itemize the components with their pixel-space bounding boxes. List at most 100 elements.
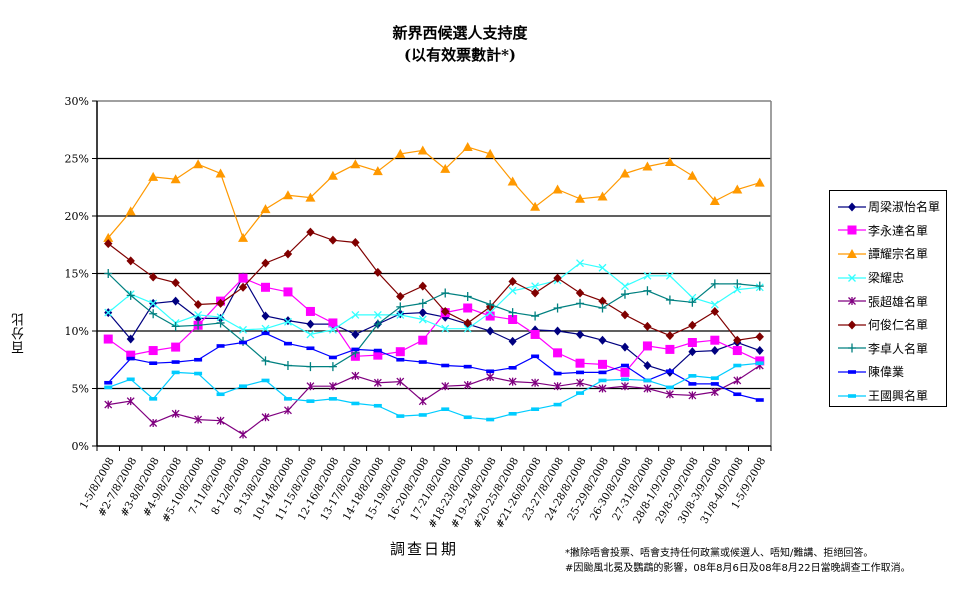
data-point [171,321,180,331]
series-8 [104,331,764,402]
data-point [215,168,226,178]
data-point [665,390,674,399]
data-point [710,387,719,396]
legend-item: 周梁淑怡名單 [830,195,946,219]
data-point [149,361,158,365]
y-axis-title: 百分比 [12,312,27,354]
data-point [688,382,697,386]
y-tick-label: 10% [65,325,89,338]
data-point [575,193,586,203]
data-point [732,184,743,194]
data-point [373,267,383,277]
data-point [508,377,517,386]
legend-swatch-icon [838,393,866,398]
data-point [755,346,764,356]
legend-marker [848,370,856,374]
data-point [643,384,652,393]
data-point [351,347,360,352]
y-tick-label: 25% [65,153,89,166]
data-point [486,373,495,381]
series-line [107,262,760,336]
data-point [755,361,764,365]
data-point [284,317,292,326]
data-point [463,324,472,333]
data-point [193,300,203,310]
data-point [351,371,360,380]
legend: 周梁淑怡名單 李永達名單 譚耀宗名單 梁耀忠 張超雄名單 何俊仁名單 李卓人名單 陳偉業 王國興… [829,190,947,407]
data-point [104,239,113,249]
data-point [396,310,405,319]
data-point [440,163,451,173]
y-tick-label: 0% [72,440,89,453]
data-point [170,174,181,184]
data-point [328,397,337,401]
data-point [531,407,540,411]
legend-marker [847,225,857,235]
data-point [216,313,225,322]
y-axis-ticks: 0% 5% 10% 15% 20% 25% 30% [65,95,97,453]
legend-marker [848,202,856,212]
data-point [261,378,270,383]
data-point [619,168,630,178]
data-point [373,348,382,353]
data-point [126,356,135,361]
data-point [733,363,742,368]
data-point [216,298,225,308]
data-point [621,282,629,291]
data-point [441,382,450,391]
data-point [103,232,114,242]
legend-swatch-icon [838,248,866,258]
data-point [508,336,517,346]
legend-marker [848,297,856,306]
data-point [418,298,427,308]
legend-swatch-icon [838,370,866,374]
legend-item: 陳偉業 [830,360,946,384]
data-point [463,415,472,420]
data-point [508,315,518,324]
data-point [283,249,293,259]
data-point [193,159,204,169]
series-line [107,332,760,401]
data-point [373,350,383,360]
y-tick-label: 20% [65,210,89,223]
legend-swatch-icon [838,273,866,282]
legend-item: 譚耀宗名單 [830,242,946,266]
data-point [485,311,495,321]
data-point [598,296,607,306]
data-point [395,347,405,357]
gridlines [97,157,771,390]
data-point [665,331,675,341]
data-point [709,196,720,206]
y-tick-label: 30% [65,95,89,108]
series-9 [104,361,764,422]
data-point [328,362,337,372]
data-point [239,325,247,334]
legend-marker [848,273,856,282]
data-point [710,300,719,309]
data-point [575,358,585,368]
legend-swatch-icon [838,297,866,306]
data-point [238,273,248,283]
data-point [171,278,180,288]
data-point [418,315,427,324]
data-point [620,367,630,377]
data-point [216,344,225,348]
data-point [149,299,158,308]
data-point [508,366,517,370]
data-point [216,392,225,397]
y-tick-label: 5% [72,383,89,396]
data-point [755,398,764,402]
data-point [755,281,764,291]
data-point [194,320,203,330]
data-point [642,161,653,171]
data-point [486,300,495,310]
data-point [755,332,764,342]
data-point [351,237,360,247]
series-line [107,362,760,421]
data-point [306,346,315,351]
data-point [576,329,585,339]
data-point [463,292,472,301]
data-point [665,295,674,305]
data-point [306,399,315,403]
data-point [664,156,675,166]
